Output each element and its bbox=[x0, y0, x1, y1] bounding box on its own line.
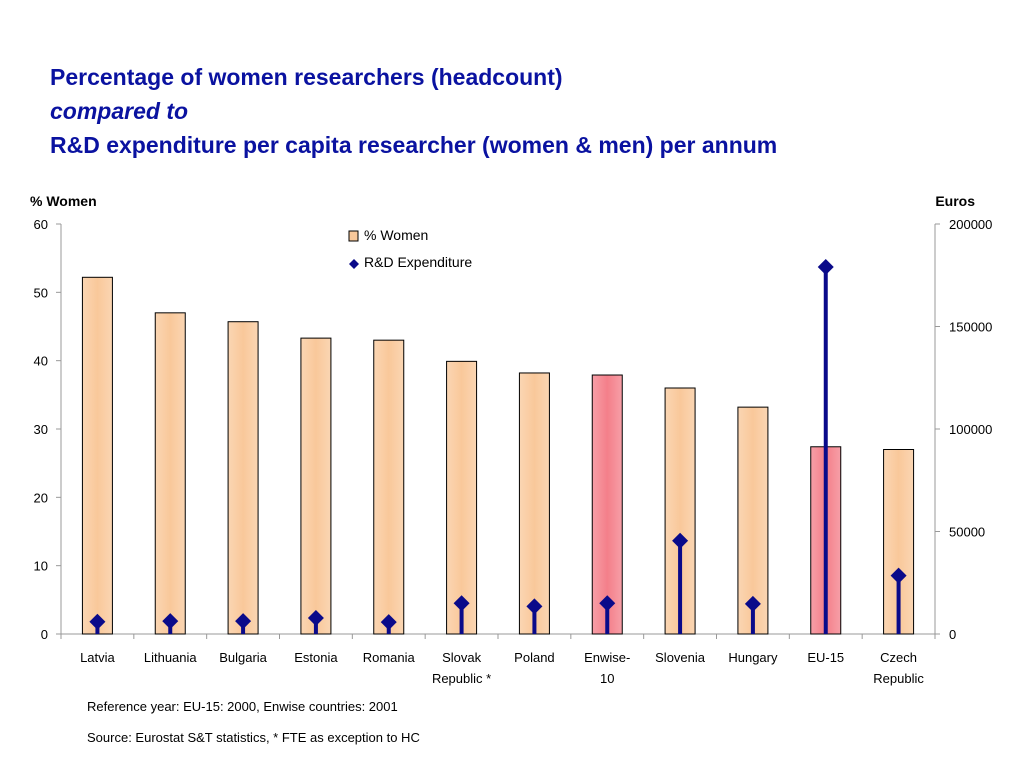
legend-women-label: % Women bbox=[364, 227, 428, 243]
expenditure-marker-1 bbox=[89, 613, 106, 630]
bar-women-2 bbox=[154, 312, 186, 635]
left-axis-tick-label: 0 bbox=[41, 627, 48, 642]
left-axis-title: % Women bbox=[30, 193, 97, 209]
chart-title-line2: compared to bbox=[50, 98, 189, 124]
category-label: Lithuania bbox=[144, 650, 198, 665]
bar-women-5 bbox=[373, 339, 405, 635]
dual-axis-chart: 0 10 20 30 40 50 60 0 50000 100000 150000 200000 % W… bbox=[30, 193, 992, 686]
bar-women-3 bbox=[227, 321, 259, 635]
left-axis-tick-label: 40 bbox=[34, 354, 48, 369]
expenditure-marker-8 bbox=[599, 595, 616, 612]
category-label: Republic bbox=[873, 671, 924, 686]
expenditure-marker-2 bbox=[162, 613, 179, 630]
right-axis-tick-label: 200000 bbox=[949, 217, 992, 232]
bar-women-1 bbox=[81, 276, 113, 635]
expenditure-marker-4 bbox=[307, 610, 324, 627]
expenditure-marker-11 bbox=[817, 259, 834, 276]
chart-title-line3: R&D expenditure per capita researcher (w… bbox=[50, 132, 778, 158]
bar-women-6 bbox=[446, 360, 478, 635]
category-label: Czech bbox=[880, 650, 917, 665]
bar-women-7 bbox=[518, 372, 550, 635]
expenditure-marker-7 bbox=[526, 598, 543, 615]
category-label: 10 bbox=[600, 671, 614, 686]
left-axis-tick-label: 10 bbox=[34, 559, 48, 574]
category-label: Estonia bbox=[294, 650, 338, 665]
left-axis-tick-label: 50 bbox=[34, 285, 48, 300]
category-label: Bulgaria bbox=[219, 650, 267, 665]
expenditure-marker-9 bbox=[672, 532, 689, 549]
category-label: Romania bbox=[363, 650, 416, 665]
legend-women-swatch bbox=[348, 230, 359, 242]
category-label: Slovenia bbox=[655, 650, 706, 665]
chart-title-line1: Percentage of women researchers (headcou… bbox=[50, 64, 563, 90]
right-axis-tick-label: 100000 bbox=[949, 422, 992, 437]
source-note: Source: Eurostat S&T statistics, * FTE a… bbox=[87, 730, 420, 745]
category-label: Republic * bbox=[432, 671, 491, 686]
bar-women-8 bbox=[591, 374, 623, 635]
left-axis-tick-label: 20 bbox=[34, 490, 48, 505]
expenditure-marker-10 bbox=[744, 595, 761, 612]
right-axis-tick-label: 0 bbox=[949, 627, 956, 642]
reference-note: Reference year: EU-15: 2000, Enwise coun… bbox=[87, 699, 398, 714]
right-axis-tick-label: 50000 bbox=[949, 525, 985, 540]
expenditure-marker-3 bbox=[235, 613, 252, 630]
expenditure-marker-5 bbox=[380, 614, 397, 631]
category-label: Enwise- bbox=[584, 650, 630, 665]
right-axis-title: Euros bbox=[935, 193, 975, 209]
left-axis-tick-label: 30 bbox=[34, 422, 48, 437]
category-label: Latvia bbox=[80, 650, 115, 665]
expenditure-marker-6 bbox=[453, 595, 470, 612]
right-axis-tick-label: 150000 bbox=[949, 320, 992, 335]
category-label: EU-15 bbox=[807, 650, 844, 665]
legend-expenditure-marker bbox=[349, 259, 359, 269]
expenditure-marker-12 bbox=[890, 567, 907, 584]
category-label: Poland bbox=[514, 650, 554, 665]
category-label: Slovak bbox=[442, 650, 482, 665]
category-label: Hungary bbox=[728, 650, 778, 665]
left-axis-tick-label: 60 bbox=[34, 217, 48, 232]
legend-expenditure-label: R&D Expenditure bbox=[364, 254, 472, 270]
bar-women-4 bbox=[300, 337, 332, 635]
